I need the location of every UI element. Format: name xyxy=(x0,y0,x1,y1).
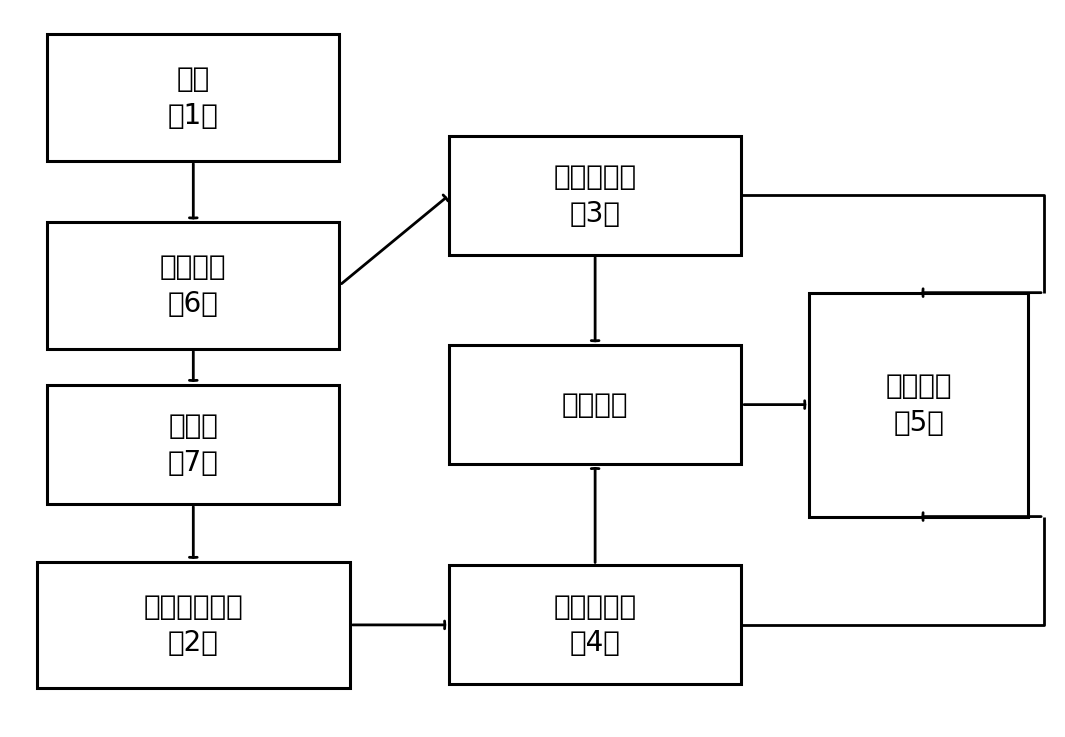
FancyBboxPatch shape xyxy=(449,136,741,255)
FancyBboxPatch shape xyxy=(36,562,349,688)
FancyBboxPatch shape xyxy=(449,565,741,685)
Text: 力传感器
（6）: 力传感器 （6） xyxy=(160,253,227,318)
Text: 分析系统
（5）: 分析系统 （5） xyxy=(885,372,952,437)
FancyBboxPatch shape xyxy=(47,35,340,161)
Text: 轴承座
（7）: 轴承座 （7） xyxy=(168,412,218,477)
Text: 数采系统: 数采系统 xyxy=(562,391,628,419)
Text: 电荷放大器
（3）: 电荷放大器 （3） xyxy=(554,163,637,228)
Text: 力锤
（1）: 力锤 （1） xyxy=(168,66,218,130)
FancyBboxPatch shape xyxy=(449,345,741,464)
FancyBboxPatch shape xyxy=(47,385,340,504)
Text: 加速度传感器
（2）: 加速度传感器 （2） xyxy=(144,593,243,657)
FancyBboxPatch shape xyxy=(809,293,1028,517)
Text: 电荷放大器
（4）: 电荷放大器 （4） xyxy=(554,593,637,657)
FancyBboxPatch shape xyxy=(47,223,340,349)
